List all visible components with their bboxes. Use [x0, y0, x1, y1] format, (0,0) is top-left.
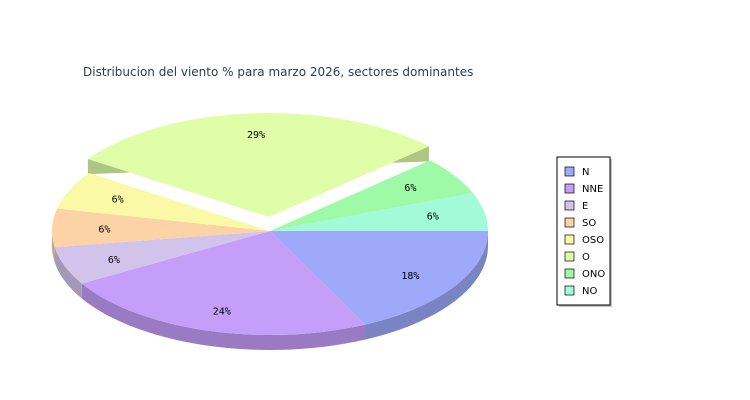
legend-label-so: SO: [582, 218, 596, 229]
legend-swatch-e: [564, 200, 575, 211]
slice-label-n: 18%: [401, 271, 419, 282]
legend-swatch-nne: [564, 183, 575, 194]
slice-so: [51, 208, 270, 248]
slice-side-so: [52, 231, 55, 263]
slice-label-e: 6%: [108, 255, 120, 266]
pie-labels: 18% 24% 6% 6% 6% 29% 6% 6%: [98, 130, 438, 318]
chart-title: Distribucion del viento % para marzo 202…: [83, 65, 473, 79]
slice-label-oso: 6%: [112, 194, 124, 205]
legend-label-nne: NNE: [582, 184, 603, 195]
slice-n: [270, 231, 488, 325]
legend-swatch-no: [564, 285, 575, 296]
pie-slices: [51, 113, 488, 335]
legend: N NNE E SO OSO O ONO NO: [556, 156, 612, 307]
slice-side-nne: [81, 283, 366, 350]
legend-swatch-so: [564, 217, 575, 228]
legend-label-n: N: [582, 167, 589, 178]
slice-side-n: [365, 231, 488, 340]
legend-label-oso: OSO: [582, 235, 604, 246]
slice-no: [270, 193, 488, 231]
legend-swatch-n: [564, 166, 575, 177]
slice-ono: [270, 160, 473, 231]
slice-label-o: 29%: [247, 130, 265, 141]
slice-label-ono: 6%: [404, 183, 416, 194]
slice-side-e: [54, 247, 82, 299]
legend-box: [556, 156, 611, 306]
slice-nne: [81, 231, 366, 335]
slice-label-nne: 24%: [213, 307, 231, 318]
slice-o: [87, 113, 429, 218]
legend-swatch-o: [564, 251, 575, 262]
slice-oso: [57, 173, 270, 231]
legend-swatch-ono: [564, 268, 575, 279]
legend-swatch-oso: [564, 234, 575, 245]
legend-label-ono: ONO: [582, 269, 605, 280]
slice-label-so: 6%: [98, 224, 110, 235]
legend-label-o: O: [582, 252, 590, 263]
legend-label-e: E: [582, 201, 588, 212]
slice-label-no: 6%: [427, 212, 439, 223]
slice-e: [54, 231, 270, 284]
legend-label-no: NO: [582, 286, 597, 297]
